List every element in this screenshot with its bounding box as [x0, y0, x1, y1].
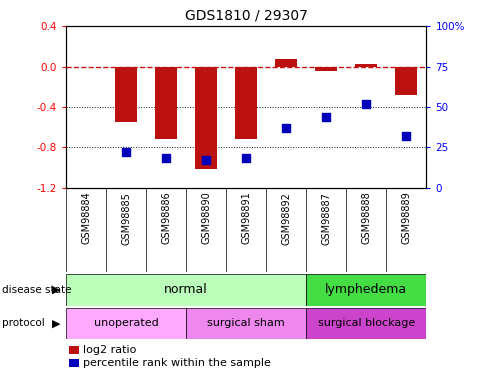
Point [363, 100, 370, 106]
Text: GSM98885: GSM98885 [121, 192, 131, 244]
Text: normal: normal [164, 283, 208, 296]
Bar [355, 63, 377, 67]
Text: protocol: protocol [2, 318, 45, 328]
Bar [306, 274, 426, 306]
Bar [195, 67, 217, 170]
Text: GSM98890: GSM98890 [201, 192, 211, 244]
Point [282, 125, 290, 131]
Bar [275, 58, 297, 67]
Text: surgical blockage: surgical blockage [318, 318, 415, 328]
Text: GSM98889: GSM98889 [401, 192, 411, 244]
Bar [66, 308, 186, 339]
Bar [115, 67, 137, 122]
Bar [395, 67, 417, 95]
Text: ▶: ▶ [52, 285, 61, 295]
Point [162, 156, 170, 162]
Bar [66, 274, 306, 306]
Text: GSM98886: GSM98886 [161, 192, 171, 244]
Text: log2 ratio: log2 ratio [83, 345, 137, 355]
Point [322, 114, 330, 120]
Point [402, 133, 410, 139]
Point [242, 156, 250, 162]
Bar [186, 308, 306, 339]
Text: disease state: disease state [2, 285, 72, 295]
Title: GDS1810 / 29307: GDS1810 / 29307 [185, 8, 308, 22]
Text: GSM98888: GSM98888 [361, 192, 371, 244]
Text: surgical sham: surgical sham [207, 318, 285, 328]
Text: unoperated: unoperated [94, 318, 159, 328]
Point [122, 149, 130, 155]
Text: GSM98892: GSM98892 [281, 192, 291, 244]
Bar [306, 308, 426, 339]
Text: GSM98887: GSM98887 [321, 192, 331, 244]
Text: lymphedema: lymphedema [325, 283, 407, 296]
Text: percentile rank within the sample: percentile rank within the sample [83, 358, 271, 368]
Point [202, 157, 210, 163]
Bar [155, 67, 177, 139]
Text: GSM98891: GSM98891 [241, 192, 251, 244]
Bar [315, 67, 337, 70]
Text: ▶: ▶ [52, 318, 61, 328]
Bar [235, 67, 257, 139]
Text: GSM98884: GSM98884 [81, 192, 91, 244]
